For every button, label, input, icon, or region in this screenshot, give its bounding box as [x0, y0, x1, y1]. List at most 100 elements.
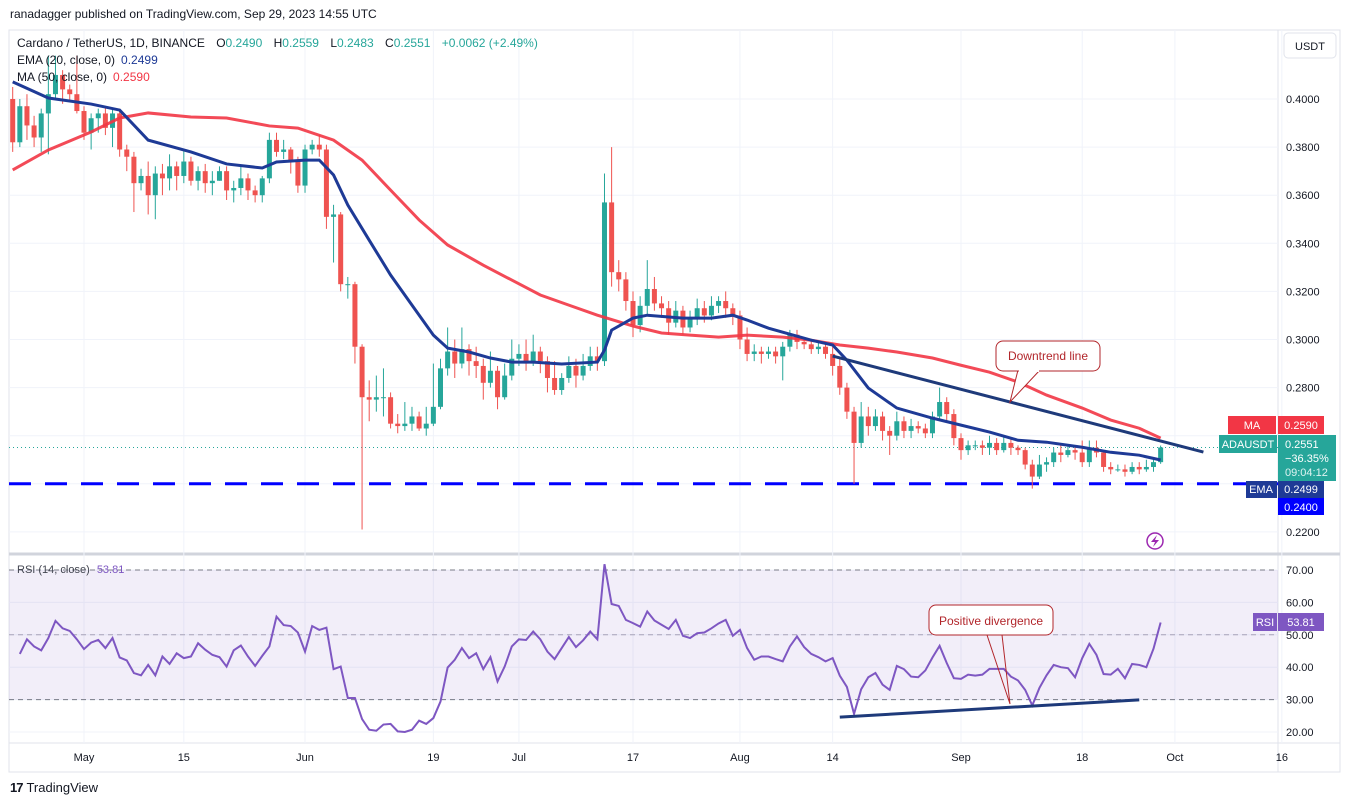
candle-body — [438, 368, 443, 407]
candle-body — [1058, 452, 1064, 455]
candle — [181, 149, 187, 184]
candle — [145, 161, 151, 215]
candle-body — [787, 334, 793, 347]
candle — [209, 171, 215, 196]
candle-body — [1001, 442, 1007, 451]
candle — [880, 411, 886, 441]
candle-body — [1101, 452, 1107, 467]
legend-symbol-row[interactable]: Cardano / TetherUS, 1D, BINANCE O0.2490 … — [17, 35, 538, 52]
candle — [1022, 447, 1028, 470]
candle — [773, 346, 779, 364]
candle — [673, 301, 679, 328]
candle-body — [1079, 452, 1085, 463]
candle — [659, 296, 665, 318]
candle-body — [880, 416, 886, 431]
candle-body — [295, 161, 301, 186]
rsi-tick: 40.00 — [1286, 662, 1314, 674]
candle-body — [894, 421, 900, 436]
time-tick: Jun — [296, 752, 314, 764]
candle — [252, 185, 258, 203]
candle-body — [552, 377, 558, 391]
candle — [373, 375, 379, 412]
ema20-line[interactable] — [12, 80, 1161, 462]
candle-body — [758, 351, 764, 354]
rsi-legend-label: RSI (14, close) — [17, 564, 90, 576]
candle-body — [195, 171, 201, 181]
ma-value: 0.2590 — [1284, 420, 1318, 432]
rsi-line[interactable] — [18, 563, 1162, 734]
candle-body — [937, 402, 943, 417]
candle — [744, 327, 750, 362]
rsi-value-label: RSI 53.81 — [1253, 613, 1324, 631]
candle — [1015, 445, 1021, 455]
price-tick: 0.4000 — [1286, 94, 1320, 106]
rsi-tick: 30.00 — [1286, 695, 1314, 707]
candle-body — [209, 180, 215, 184]
chart-frame — [8, 29, 1341, 773]
candle-body — [566, 365, 572, 378]
rsi-legend[interactable]: RSI (14, close) 53.81 — [17, 562, 124, 579]
candle-body — [887, 430, 893, 436]
downtrend-line[interactable] — [832, 354, 1204, 454]
divergence-callout[interactable]: Positive divergence — [928, 604, 1054, 705]
candle-body — [979, 445, 985, 448]
legend-ema-row[interactable]: EMA (20, close, 0) 0.2499 — [17, 52, 538, 69]
candle-body — [573, 365, 579, 376]
candle — [630, 291, 636, 338]
time-tick: Jul — [512, 752, 526, 764]
candle — [338, 212, 344, 292]
candle-body — [823, 346, 829, 354]
candle-body — [288, 149, 294, 162]
candle — [266, 132, 272, 184]
candle-body — [452, 351, 458, 364]
candle — [1136, 462, 1142, 475]
candle-body — [430, 406, 436, 424]
lightning-icon[interactable] — [1146, 532, 1164, 550]
footer-brand[interactable]: 17 TradingView — [10, 780, 98, 795]
rsi-legend-value: 53.81 — [96, 564, 125, 576]
divergence-line[interactable] — [839, 698, 1140, 719]
candle-body — [473, 361, 479, 366]
candle — [872, 409, 878, 431]
candle-body — [601, 202, 607, 362]
candle — [138, 168, 144, 191]
candle — [245, 173, 251, 201]
candle — [1036, 454, 1042, 479]
rsi-axis[interactable]: 70.00 60.00 50.00 40.00 30.00 20.00 — [1286, 565, 1314, 739]
candle-body — [52, 74, 58, 95]
candle — [1115, 464, 1121, 472]
candle-body — [630, 301, 636, 326]
candle — [188, 156, 194, 186]
candle — [958, 433, 964, 460]
published-caption: ranadagger published on TradingView.com,… — [10, 7, 377, 21]
candle — [1122, 464, 1128, 477]
candle-body — [530, 351, 536, 364]
candle — [566, 356, 572, 383]
candle-body — [117, 113, 123, 150]
candle-body — [131, 156, 137, 184]
change-value: +0.0062 (+2.49%) — [441, 36, 538, 50]
candle-body — [202, 171, 208, 184]
candle-body — [1086, 447, 1092, 463]
candle — [409, 406, 415, 431]
currency-button[interactable]: USDT — [1283, 32, 1337, 59]
candle-body — [694, 308, 700, 318]
candle — [24, 94, 30, 140]
candle-body — [765, 351, 771, 354]
candle-body — [1036, 464, 1042, 477]
downtrend-callout[interactable]: Downtrend line — [995, 340, 1101, 404]
candle-body — [266, 139, 272, 179]
legend-ma-row[interactable]: MA (50, close, 0) 0.2590 — [17, 69, 538, 86]
candle-body — [174, 166, 180, 176]
ma-legend-value: 0.2590 — [113, 70, 150, 84]
candle — [601, 173, 607, 366]
price-axis[interactable]: 0.4000 0.3800 0.3600 0.3400 0.3200 0.3000 0.28… — [1286, 94, 1320, 539]
candle — [851, 406, 857, 484]
ema-legend-label: EMA (20, close, 0) — [17, 53, 116, 67]
time-axis[interactable]: May 15 Jun 19 Jul 17 Aug 14 Sep 18 Oct 16 — [74, 752, 1288, 764]
candles — [10, 55, 1164, 530]
candle — [316, 135, 322, 157]
candle-body — [60, 74, 66, 90]
ma50-line[interactable] — [11, 111, 1162, 440]
